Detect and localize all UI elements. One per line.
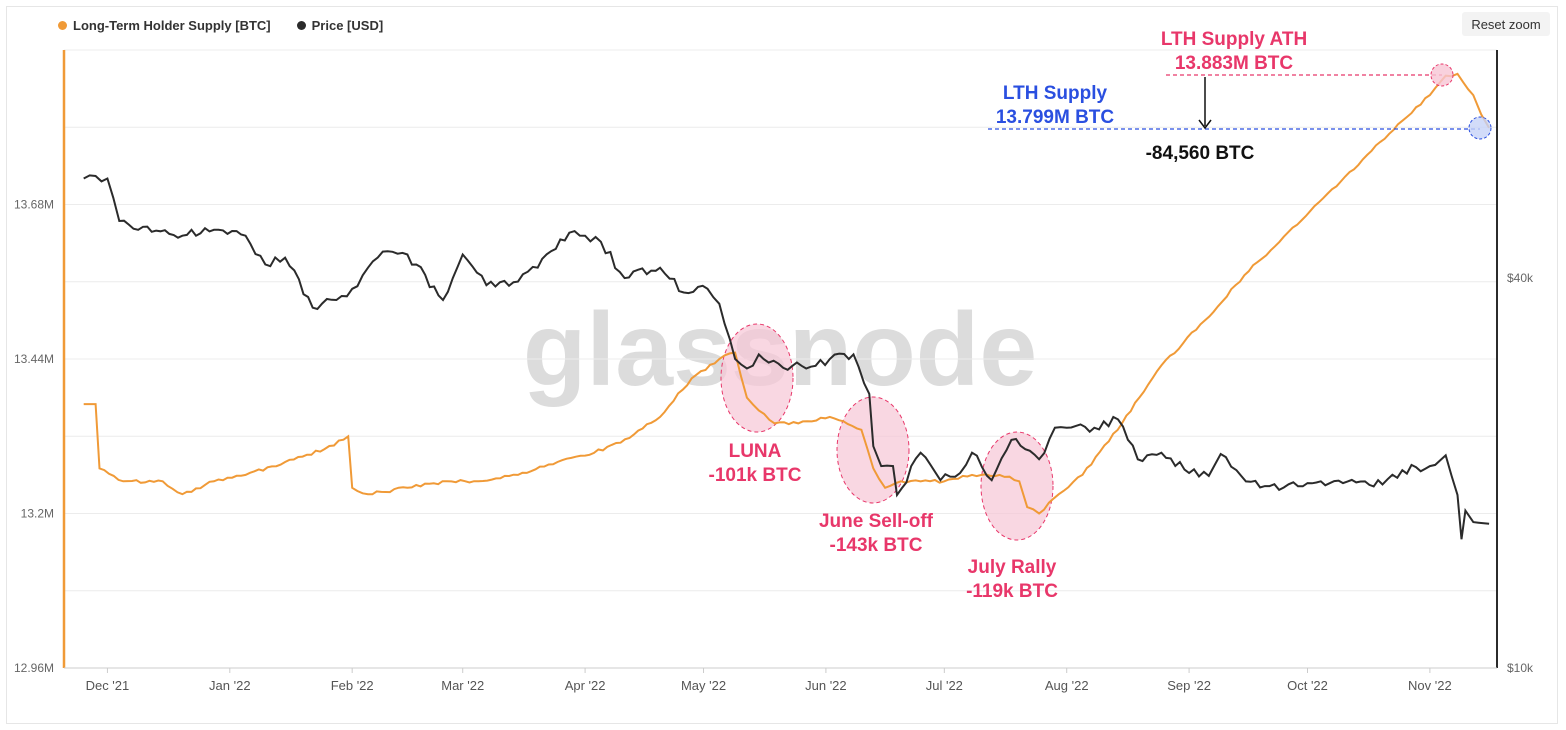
legend-item-lth[interactable]: Long-Term Holder Supply [BTC] — [58, 18, 271, 33]
x-tick-label: Jun '22 — [805, 678, 847, 693]
legend-dot-lth — [58, 21, 67, 30]
x-tick-label: Aug '22 — [1045, 678, 1089, 693]
luna-annotation-value: -101k BTC — [709, 465, 802, 486]
y-left-tick-label: 13.68M — [14, 198, 54, 212]
series-line-lth-supply — [83, 72, 1490, 515]
current-marker — [1468, 116, 1492, 140]
ath-annotation-label: LTH Supply ATH — [1161, 29, 1307, 50]
chart-legend: Long-Term Holder Supply [BTC] Price [USD… — [58, 18, 383, 33]
x-tick-label: Jan '22 — [209, 678, 251, 693]
x-tick-label: Apr '22 — [565, 678, 606, 693]
y-axis-right: $10k $40k — [1507, 271, 1534, 675]
delta-annotation: -84,560 BTC — [1146, 143, 1255, 164]
july-annotation-label: July Rally — [968, 557, 1057, 578]
x-tick-label: Nov '22 — [1408, 678, 1452, 693]
legend-label-price: Price [USD] — [311, 18, 384, 33]
delta-arrow-head — [1198, 119, 1212, 130]
y-axis-left: 12.96M 13.2M 13.44M 13.68M — [14, 198, 54, 676]
current-annotation-label: LTH Supply — [1003, 83, 1108, 104]
x-tick-label: Mar '22 — [441, 678, 484, 693]
x-tick-label: Jul '22 — [926, 678, 963, 693]
reset-zoom-button[interactable]: Reset zoom — [1462, 12, 1550, 36]
july-rally-highlight — [980, 431, 1054, 541]
x-tick-label: Sep '22 — [1167, 678, 1211, 693]
y-right-tick-label: $10k — [1507, 661, 1534, 675]
y-left-tick-label: 12.96M — [14, 661, 54, 675]
x-tick-label: Dec '21 — [86, 678, 130, 693]
june-annotation-label: June Sell-off — [819, 511, 934, 532]
x-tick-label: Oct '22 — [1287, 678, 1328, 693]
legend-dot-price — [296, 21, 306, 30]
luna-highlight — [720, 323, 794, 433]
june-selloff-highlight — [836, 396, 910, 504]
chart-frame — [6, 6, 1558, 724]
series-layer — [83, 72, 1490, 540]
y-left-tick-label: 13.44M — [14, 352, 54, 366]
july-annotation-value: -119k BTC — [966, 581, 1058, 602]
ath-annotation-value: 13.883M BTC — [1175, 53, 1294, 74]
luna-annotation-label: LUNA — [729, 441, 782, 462]
legend-item-price[interactable]: Price [USD] — [296, 18, 384, 33]
legend-label-lth: Long-Term Holder Supply [BTC] — [73, 18, 271, 33]
series-line-price — [83, 174, 1490, 540]
ath-marker — [1430, 63, 1454, 87]
x-tick-label: Feb '22 — [331, 678, 374, 693]
current-annotation-value: 13.799M BTC — [996, 107, 1115, 128]
y-left-tick-label: 13.2M — [21, 507, 54, 521]
june-annotation-value: -143k BTC — [830, 535, 923, 556]
x-tick-label: May '22 — [681, 678, 726, 693]
y-right-tick-label: $40k — [1507, 271, 1534, 285]
x-axis: Dec '21 Jan '22 Feb '22 Mar '22 Apr '22 May '… — [86, 668, 1452, 693]
